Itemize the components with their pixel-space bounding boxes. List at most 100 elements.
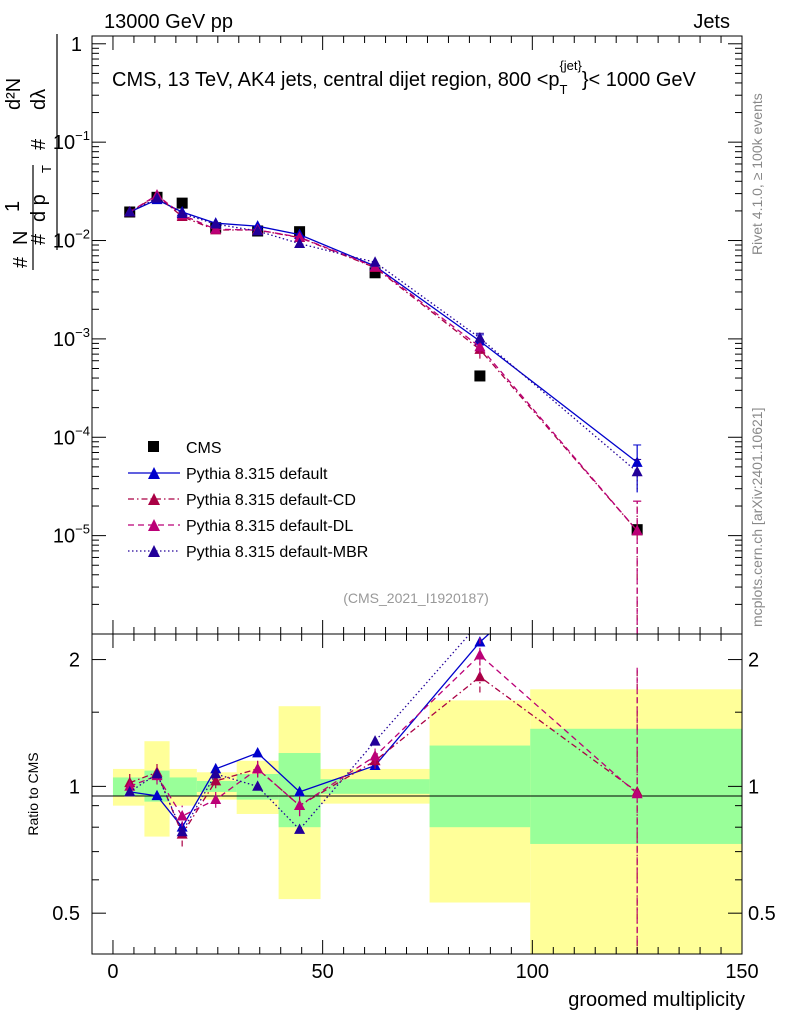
model-point: [474, 331, 486, 343]
ratio-point: [474, 649, 486, 660]
legend-marker-default: [148, 467, 160, 479]
model-point: [124, 205, 136, 217]
header-right: Jets: [693, 11, 730, 33]
rivet-version-label: Rivet 4.1.0, ≥ 100k events: [749, 93, 765, 255]
ratio-point: [474, 670, 486, 682]
main-y-tick-label: 1: [71, 34, 82, 56]
data-point: [474, 370, 486, 382]
model-point: [294, 237, 306, 249]
model-point: [176, 207, 188, 218]
ratio-point: [210, 793, 222, 805]
series-line: [129, 198, 638, 463]
ratio-point: [294, 799, 306, 811]
ylabel-hash-2: #: [28, 233, 50, 245]
analysis-label: (CMS_2021_I1920187): [343, 590, 489, 606]
legend-marker-mbr: [148, 545, 160, 557]
green-band: [530, 728, 742, 844]
ylabel-dpt: d p: [28, 194, 50, 222]
legend-marker-dl: [148, 519, 160, 531]
x-axis-title: groomed multiplicity: [568, 989, 745, 1011]
main-y-axis-title: # N 1 # d p T # d²N dλ: [2, 34, 58, 270]
ratio-y-axis-title: Ratio to CMS: [25, 752, 41, 835]
main-title: CMS, 13 TeV, AK4 jets, central dijet reg…: [112, 58, 697, 97]
ratio-point: [176, 825, 188, 837]
ylabel-hash-1: #: [10, 256, 32, 268]
ratio-x-tick-label: 0: [107, 961, 118, 983]
ratio-point: [176, 810, 188, 821]
ylabel-dlambda: dλ: [28, 89, 50, 110]
ratio-uncertainty-bands: [112, 689, 742, 954]
legend-label-dl: Pythia 8.315 default-DL: [186, 518, 353, 535]
green-band: [169, 777, 197, 796]
series-line: [129, 197, 638, 473]
ratio-x-tick-label: 50: [312, 961, 334, 983]
main-y-tick-label: 10−1: [53, 128, 90, 154]
legend: CMS Pythia 8.315 default Pythia 8.315 de…: [128, 440, 368, 561]
model-point: [151, 192, 163, 203]
ratio-point: [151, 789, 163, 801]
ylabel-d2n: d²N: [3, 78, 25, 110]
legend-label-default: Pythia 8.315 default: [186, 466, 328, 483]
ratio-point: [151, 767, 163, 779]
ratio-point: [294, 823, 306, 834]
ratio-point: [294, 785, 306, 797]
main-y-tick-label: 10−2: [53, 227, 90, 253]
main-y-axis: 1 10−1 10−2 10−3 10−4 10−5: [53, 34, 742, 605]
ratio-point: [369, 735, 381, 746]
ratio-series: [124, 616, 643, 954]
ratio-line: [129, 654, 638, 817]
ratio-y-tick-label: 1: [69, 776, 80, 798]
model-point: [210, 223, 222, 234]
main-y-tick-label: 10−3: [53, 325, 90, 351]
main-y-tick-label: 10−4: [53, 423, 90, 449]
ratio-point: [252, 762, 264, 774]
main-series: [124, 188, 643, 634]
ratio-x-tick-label: 150: [725, 961, 758, 983]
ratio-series-clip: [124, 616, 643, 954]
data-point: [369, 267, 381, 279]
ratio-y-tick-label-right: 0.5: [748, 903, 776, 925]
ratio-point: [124, 780, 136, 791]
legend-label-mbr: Pythia 8.315 default-MBR: [186, 544, 368, 561]
legend-label-cms: CMS: [186, 440, 222, 457]
model-point: [369, 256, 381, 267]
ratio-frame: [91, 633, 743, 955]
ylabel-den-n: N: [10, 231, 32, 245]
ratio-panel: 0.5 0.5 1 1 2 2 0 50 100 150: [52, 616, 776, 983]
main-panel: 1 10−1 10−2 10−3 10−4 10−5 (CMS_2021_I1920187…: [53, 34, 743, 635]
ylabel-hash-3: #: [28, 138, 50, 150]
ratio-point: [369, 750, 381, 761]
ratio-point: [252, 746, 264, 758]
ratio-y-tick-label: 0.5: [52, 903, 80, 925]
ratio-y-axis: 0.5 0.5 1 1 2 2: [52, 650, 776, 926]
ratio-point: [631, 787, 643, 799]
model-point: [294, 231, 306, 242]
legend-marker-cms: [148, 441, 159, 452]
ratio-x-tick-label: 100: [516, 961, 549, 983]
ratio-y-tick-label: 2: [69, 650, 80, 672]
ylabel-dpt-sub: T: [39, 165, 54, 173]
ratio-y-tick-label-right: 1: [748, 776, 759, 798]
model-point: [631, 524, 643, 536]
model-point: [631, 456, 643, 467]
data-point: [176, 197, 188, 209]
main-y-tick-label: 10−5: [53, 522, 90, 548]
main-x-ticks: [112, 36, 743, 634]
ratio-point: [210, 767, 222, 779]
header-left: 13000 GeV pp: [104, 11, 233, 33]
legend-marker-cd: [148, 493, 160, 505]
source-url-label: mcplots.cern.ch [arXiv:2401.10621]: [749, 408, 765, 627]
model-point: [210, 218, 222, 229]
legend-label-cd: Pythia 8.315 default-CD: [186, 492, 356, 509]
model-point: [631, 465, 643, 477]
ratio-line: [129, 634, 471, 834]
green-band: [196, 780, 237, 792]
green-band: [320, 779, 430, 794]
green-band: [429, 745, 531, 828]
ratio-point: [474, 616, 485, 626]
ratio-point: [252, 780, 264, 791]
model-point: [474, 340, 486, 352]
ratio-x-axis: 0 50 100 150: [107, 634, 759, 983]
model-point: [252, 224, 264, 236]
